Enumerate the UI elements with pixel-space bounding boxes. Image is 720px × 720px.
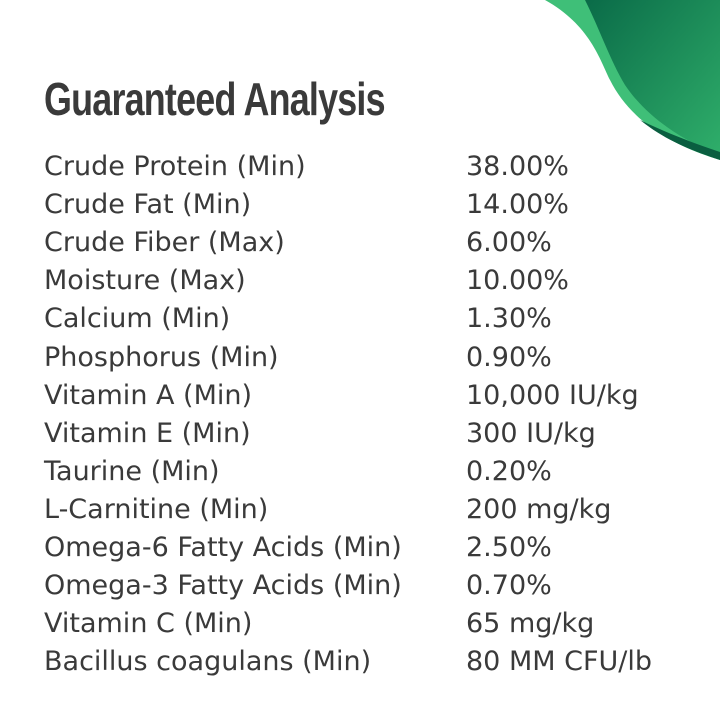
nutrient-value: 2.50% [466, 532, 552, 563]
nutrient-value: 10.00% [466, 265, 569, 297]
analysis-row: L-Carnitine (Min) 200 mg/kg [44, 491, 704, 529]
nutrient-value: 14.00% [466, 189, 569, 221]
nutrient-name: Vitamin C (Min) [44, 608, 253, 640]
nutrient-value: 1.30% [466, 303, 552, 335]
analysis-row: Moisture (Max) 10.00% [44, 262, 704, 300]
analysis-row: Crude Fat (Min) 14.00% [44, 186, 704, 224]
analysis-row: Vitamin E (Min) 300 IU/kg [44, 415, 704, 453]
nutrient-name: Crude Protein (Min) [44, 151, 306, 182]
nutrient-name: Omega-6 Fatty Acids (Min) [44, 532, 402, 563]
analysis-row: Calcium (Min) 1.30% [44, 300, 704, 338]
nutrient-value: 6.00% [466, 227, 552, 259]
analysis-row: Vitamin C (Min) 65 mg/kg [44, 605, 704, 643]
nutrient-value: 65 mg/kg [466, 608, 595, 640]
nutrient-value: 38.00% [466, 151, 569, 182]
nutrient-name: Moisture (Max) [44, 265, 246, 297]
nutrient-name: Crude Fiber (Max) [44, 227, 285, 259]
nutrient-name: Crude Fat (Min) [44, 189, 252, 221]
analysis-row: Vitamin A (Min) 10,000 IU/kg [44, 377, 704, 415]
analysis-row: Bacillus coagulans (Min) 80 MM CFU/lb [44, 643, 704, 681]
analysis-row: Taurine (Min) 0.20% [44, 453, 704, 491]
nutrient-name: L-Carnitine (Min) [44, 493, 269, 525]
analysis-row: Omega-6 Fatty Acids (Min) 2.50% [44, 529, 704, 567]
nutrient-name: Vitamin A (Min) [44, 379, 253, 411]
analysis-row: Crude Fiber (Max) 6.00% [44, 224, 704, 262]
nutrient-value: 300 IU/kg [466, 417, 596, 449]
nutrient-name: Taurine (Min) [44, 455, 220, 487]
nutrient-value: 80 MM CFU/lb [466, 646, 652, 678]
nutrient-value: 200 mg/kg [466, 493, 612, 525]
nutrient-name: Vitamin E (Min) [44, 417, 251, 449]
nutrient-name: Omega-3 Fatty Acids (Min) [44, 570, 402, 602]
page-title: Guaranteed Analysis [44, 73, 386, 125]
nutrient-name: Phosphorus (Min) [44, 341, 279, 373]
analysis-row: Omega-3 Fatty Acids (Min) 0.70% [44, 567, 704, 605]
analysis-row: Crude Protein (Min) 38.00% [44, 148, 704, 186]
nutrient-value: 0.20% [466, 455, 552, 487]
nutrient-value: 0.70% [466, 570, 552, 602]
nutrient-name: Calcium (Min) [44, 303, 231, 335]
nutrient-value: 0.90% [466, 341, 552, 373]
analysis-row: Phosphorus (Min) 0.90% [44, 339, 704, 377]
nutrient-name: Bacillus coagulans (Min) [44, 646, 372, 678]
nutrient-value: 10,000 IU/kg [466, 379, 639, 411]
